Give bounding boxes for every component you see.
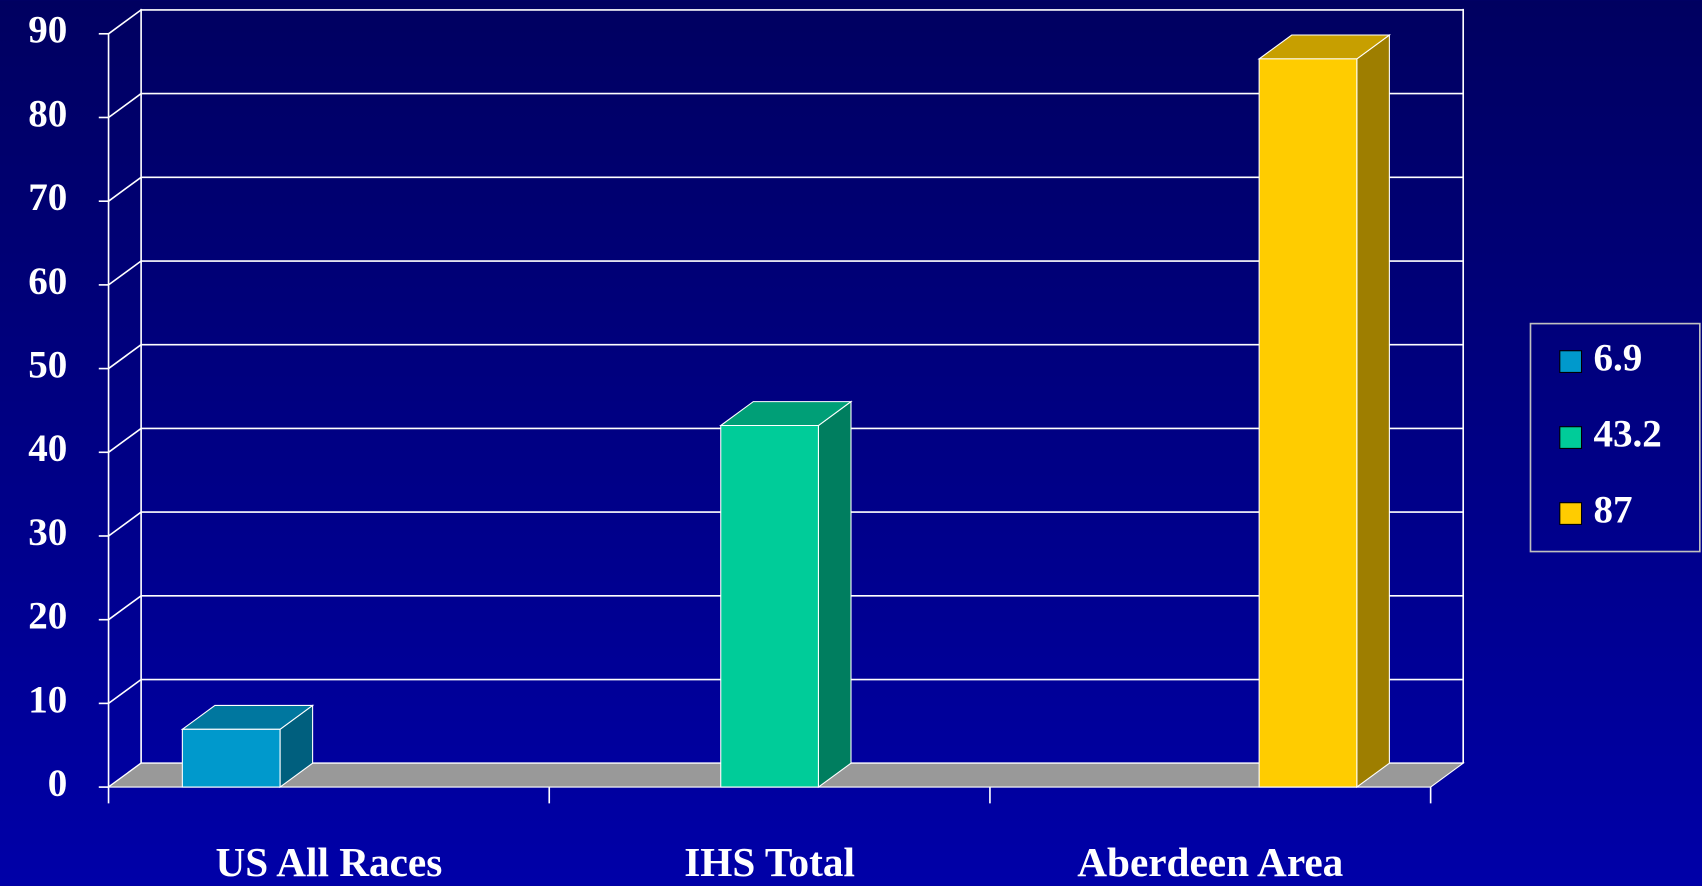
grid-line	[108, 9, 1464, 35]
bar	[719, 400, 853, 789]
y-tick-label: 50	[28, 344, 67, 387]
bar	[1257, 33, 1392, 789]
bar	[180, 704, 315, 789]
y-tick-label: 60	[28, 260, 67, 303]
legend-box	[1529, 322, 1701, 553]
grid-line	[108, 176, 1464, 202]
legend-label: 6.9	[1593, 337, 1642, 380]
legend-swatch	[1559, 426, 1583, 449]
y-tick-label: 10	[28, 678, 67, 721]
x-tick-label: Aberdeen Area	[1077, 839, 1343, 885]
y-tick-label: 80	[28, 92, 67, 135]
bar-front	[1258, 58, 1358, 788]
bar-front	[181, 728, 281, 788]
y-tick-label: 70	[28, 176, 67, 219]
grid-line	[108, 594, 1464, 621]
y-tick-label: 20	[28, 595, 67, 638]
bar-side	[1356, 33, 1390, 789]
grid-line	[108, 260, 1464, 286]
y-tick-label: 40	[28, 427, 67, 470]
x-tick-label: IHS Total	[684, 839, 855, 885]
bar-side	[817, 400, 852, 789]
x-tick-label: US All Races	[215, 839, 442, 885]
grid-line	[108, 678, 1464, 705]
y-tick-label: 90	[28, 9, 67, 52]
legend-label: 87	[1593, 489, 1632, 532]
legend-swatch	[1559, 502, 1583, 525]
y-tick-label: 0	[48, 762, 68, 805]
grid-line	[108, 427, 1464, 453]
grid-line	[108, 92, 1464, 119]
back-wall	[140, 8, 1465, 764]
y-tick-label: 30	[28, 511, 67, 554]
legend-label: 43.2	[1593, 413, 1661, 456]
bar-front	[720, 424, 819, 788]
grid-line	[108, 343, 1464, 370]
legend-swatch	[1559, 350, 1583, 373]
grid-line	[108, 511, 1464, 537]
